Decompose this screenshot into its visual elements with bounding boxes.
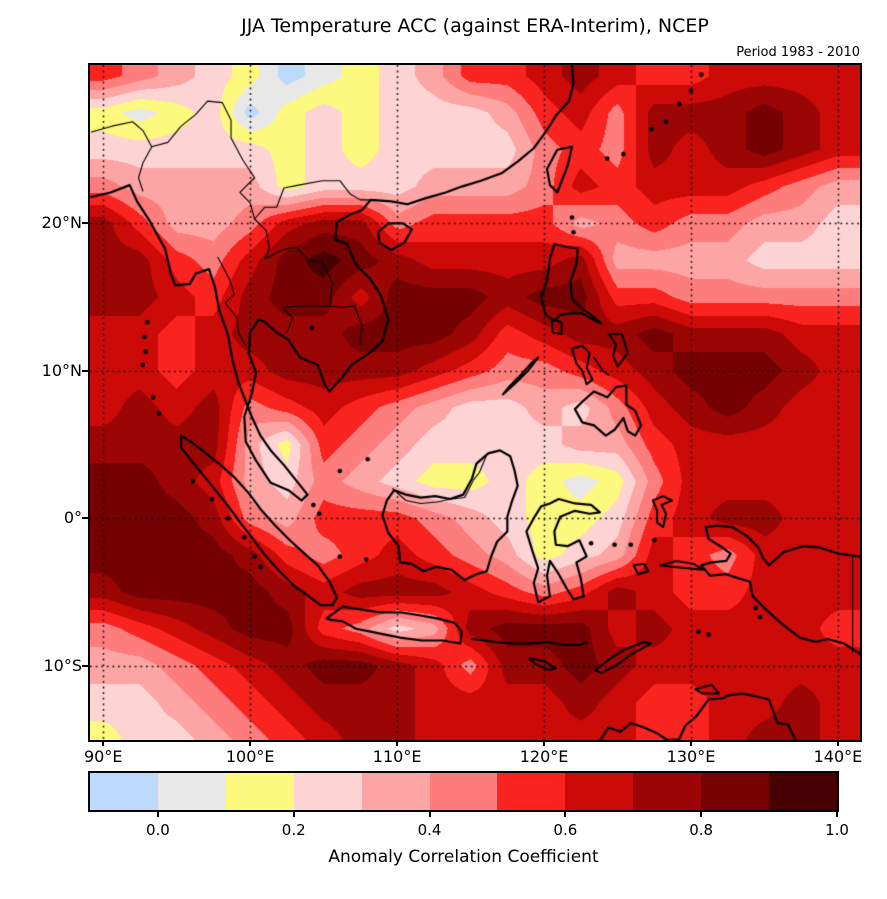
y-tick-label: 0° [63,508,82,528]
x-tick-mark [690,740,692,746]
colorbar-tick-mark [836,810,838,817]
figure-title: JJA Temperature ACC (against ERA-Interim… [241,15,709,37]
x-tick-label: 110°E [372,747,422,766]
x-tick-label: 120°E [519,747,569,766]
colorbar-tick-mark [428,810,431,817]
y-tick-label: 20°N [41,213,82,233]
x-tick-mark [836,740,839,746]
colorbar-segment [429,773,498,810]
x-tick-label: 100°E [225,747,275,766]
x-tick-label: 90°E [83,747,123,766]
colorbar-segment [497,773,566,810]
x-tick-label: 140°E [813,747,863,766]
colorbar-segment [157,773,226,810]
y-tick-mark [82,369,88,372]
contour-map-canvas [90,65,860,740]
colorbar-tick-mark [700,810,703,817]
period-subtitle: Period 1983 - 2010 [736,45,860,60]
colorbar-tick-mark [156,810,159,817]
colorbar-segment [293,773,362,810]
y-tick-mark [82,517,88,520]
colorbar-tick-mark [292,810,295,817]
colorbar-segment [633,773,702,810]
colorbar-segment [225,773,294,810]
x-tick-mark [102,740,105,746]
colorbar-tick-label: 0.0 [145,821,170,839]
colorbar-tick-label: 0.2 [281,821,306,839]
x-tick-mark [543,740,546,746]
y-tick-mark [82,222,88,225]
x-tick-mark [396,740,399,746]
colorbar-segment [701,773,770,810]
colorbar-segment [565,773,634,810]
colorbar-label: Anomaly Correlation Coefficient [328,847,599,867]
y-tick-label: 10°N [41,360,82,380]
colorbar-segment [769,773,837,810]
colorbar-tick-label: 0.4 [417,821,442,839]
colorbar-tick-mark [564,810,567,817]
colorbar-segment [90,773,158,810]
colorbar-segment [361,773,430,810]
colorbar [88,771,839,812]
y-tick-mark [82,664,88,667]
x-tick-label: 130°E [666,747,716,766]
map-plot [88,63,862,742]
colorbar-tick-label: 1.0 [825,821,849,839]
x-tick-mark [249,740,252,746]
y-tick-label: 10°S [43,655,82,675]
colorbar-tick-label: 0.6 [553,821,578,839]
colorbar-tick-label: 0.8 [689,821,714,839]
